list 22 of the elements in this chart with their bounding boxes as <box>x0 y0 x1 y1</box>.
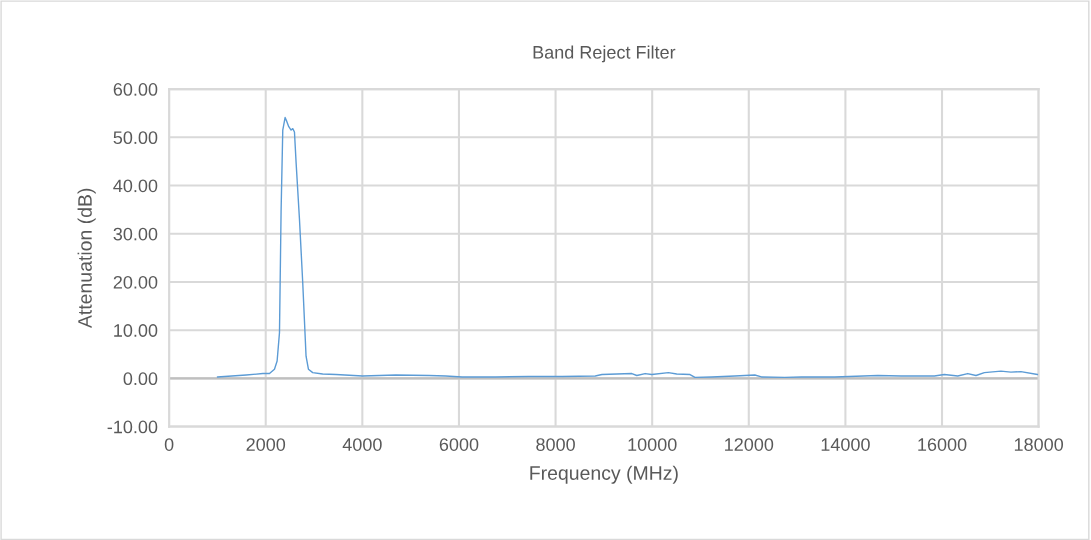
y-tick-label: 10.00 <box>114 324 158 337</box>
y-tick-label: 30.00 <box>113 227 158 241</box>
y-tick-label: 0.00 <box>123 372 158 386</box>
x-axis-title: Frequency (MHz) <box>530 465 678 484</box>
x-tick-label: 6000 <box>439 438 479 451</box>
y-axis-title: Attenuation (dB) <box>77 188 96 329</box>
y-tick-label: 60.00 <box>113 83 158 96</box>
y-tick-label: 40.00 <box>113 179 158 193</box>
x-tick-label: 4000 <box>342 438 382 451</box>
x-tick-label: 18000 <box>1014 438 1064 451</box>
y-tick-label: -10.00 <box>107 420 158 434</box>
y-tick-label: 20.00 <box>113 275 158 289</box>
x-tick-label: 8000 <box>536 438 575 451</box>
line-series <box>216 116 1039 379</box>
x-tick-label: 2000 <box>246 438 286 451</box>
y-tick-label: 50.00 <box>113 131 158 145</box>
x-tick-label: 12000 <box>725 438 774 451</box>
x-tick-label: 14000 <box>821 438 870 451</box>
x-tick-label: 0 <box>164 438 174 451</box>
chart-title: Band Reject Filter <box>533 45 676 63</box>
x-tick-label: 10000 <box>628 438 677 451</box>
x-tick-label: 16000 <box>918 438 967 451</box>
